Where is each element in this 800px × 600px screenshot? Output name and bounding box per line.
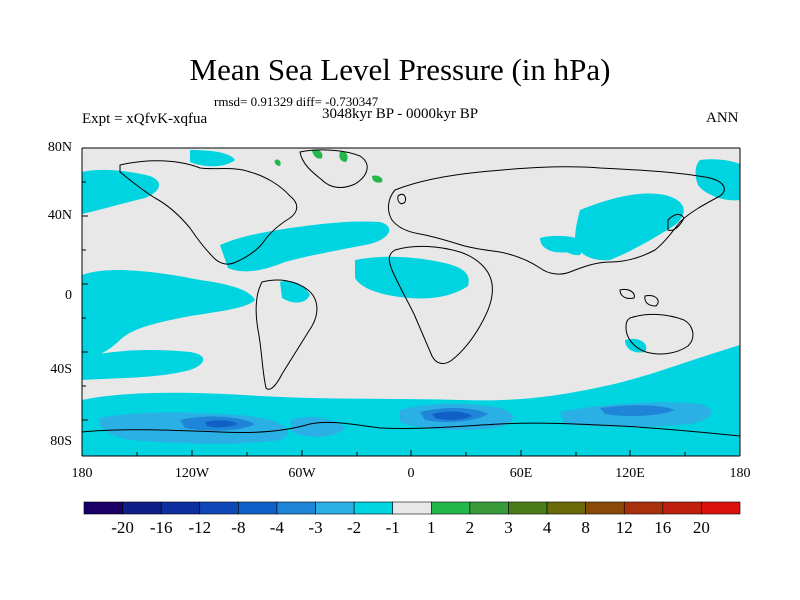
coastlines xyxy=(81,149,741,437)
lat-label: 40N xyxy=(47,208,72,223)
map-panel xyxy=(81,147,741,457)
colorbar-swatch xyxy=(83,501,123,515)
colorbar-label: -3 xyxy=(308,518,323,537)
colorbar-swatch xyxy=(238,501,278,515)
colorbar-swatch xyxy=(160,501,201,515)
lat-label: 40S xyxy=(50,362,72,377)
colorbar-swatch xyxy=(392,501,432,515)
colorbar-label: 4 xyxy=(542,518,552,537)
colorbar-swatch xyxy=(701,501,741,515)
colorbar-swatch xyxy=(122,501,162,515)
lon-label: 180 xyxy=(729,466,751,481)
colorbar-label: 8 xyxy=(581,518,590,537)
colorbar-label: -12 xyxy=(188,518,212,537)
period-label: 3048kyr BP - 0000kyr BP xyxy=(322,106,479,122)
lon-label: 0 xyxy=(407,466,415,481)
colorbar-label: 16 xyxy=(654,518,672,537)
positive-anomaly-regions xyxy=(274,149,383,183)
axis-ticks xyxy=(81,147,741,457)
asia-anomaly xyxy=(575,193,684,261)
lon-label: 60E xyxy=(509,466,533,481)
colorbar-swatch xyxy=(199,501,239,515)
colorbar-label: -8 xyxy=(231,518,246,537)
colorbar-swatch xyxy=(430,501,471,515)
colorbar-swatch xyxy=(662,501,702,515)
map-title: Mean Sea Level Pressure (in hPa) xyxy=(189,52,611,87)
colorbar xyxy=(83,501,741,515)
colorbar-label: -2 xyxy=(347,518,362,537)
colorbar-label: -16 xyxy=(149,518,173,537)
colorbar-label: 3 xyxy=(504,518,513,537)
colorbar-label: -1 xyxy=(385,518,400,537)
lon-label: 60W xyxy=(288,466,316,481)
colorbar-swatch xyxy=(623,501,664,515)
colorbar-swatch xyxy=(508,501,548,515)
colorbar-label: 12 xyxy=(615,518,633,537)
experiment-label: Expt = xQfvK-xqfua xyxy=(82,111,208,127)
lat-label: 0 xyxy=(65,288,72,303)
colorbar-swatch xyxy=(585,501,625,515)
lon-label: 120E xyxy=(615,466,645,481)
colorbar-label: 20 xyxy=(692,518,710,537)
lat-label: 80S xyxy=(50,434,72,449)
lat-label: 80N xyxy=(47,140,72,155)
very-strong-anomaly-regions xyxy=(205,411,472,428)
colorbar-swatch xyxy=(469,501,509,515)
season-label: ANN xyxy=(706,110,739,126)
colorbar-label: 1 xyxy=(427,518,436,537)
colorbar-swatch xyxy=(353,501,394,515)
colorbar-label: 2 xyxy=(465,518,475,537)
colorbar-swatch xyxy=(276,501,316,515)
colorbar-label: -4 xyxy=(269,518,284,537)
atlantic-anomaly xyxy=(220,221,390,272)
colorbar-swatch xyxy=(546,501,586,515)
stats-line: rmsd= 0.91329 diff= -0.730347 xyxy=(214,94,379,109)
colorbar-swatch xyxy=(315,501,355,515)
pacific-anomaly xyxy=(82,270,255,362)
lon-label: 120W xyxy=(174,466,210,481)
colorbar-label: -20 xyxy=(111,518,134,537)
lon-label: 180 xyxy=(71,466,93,481)
